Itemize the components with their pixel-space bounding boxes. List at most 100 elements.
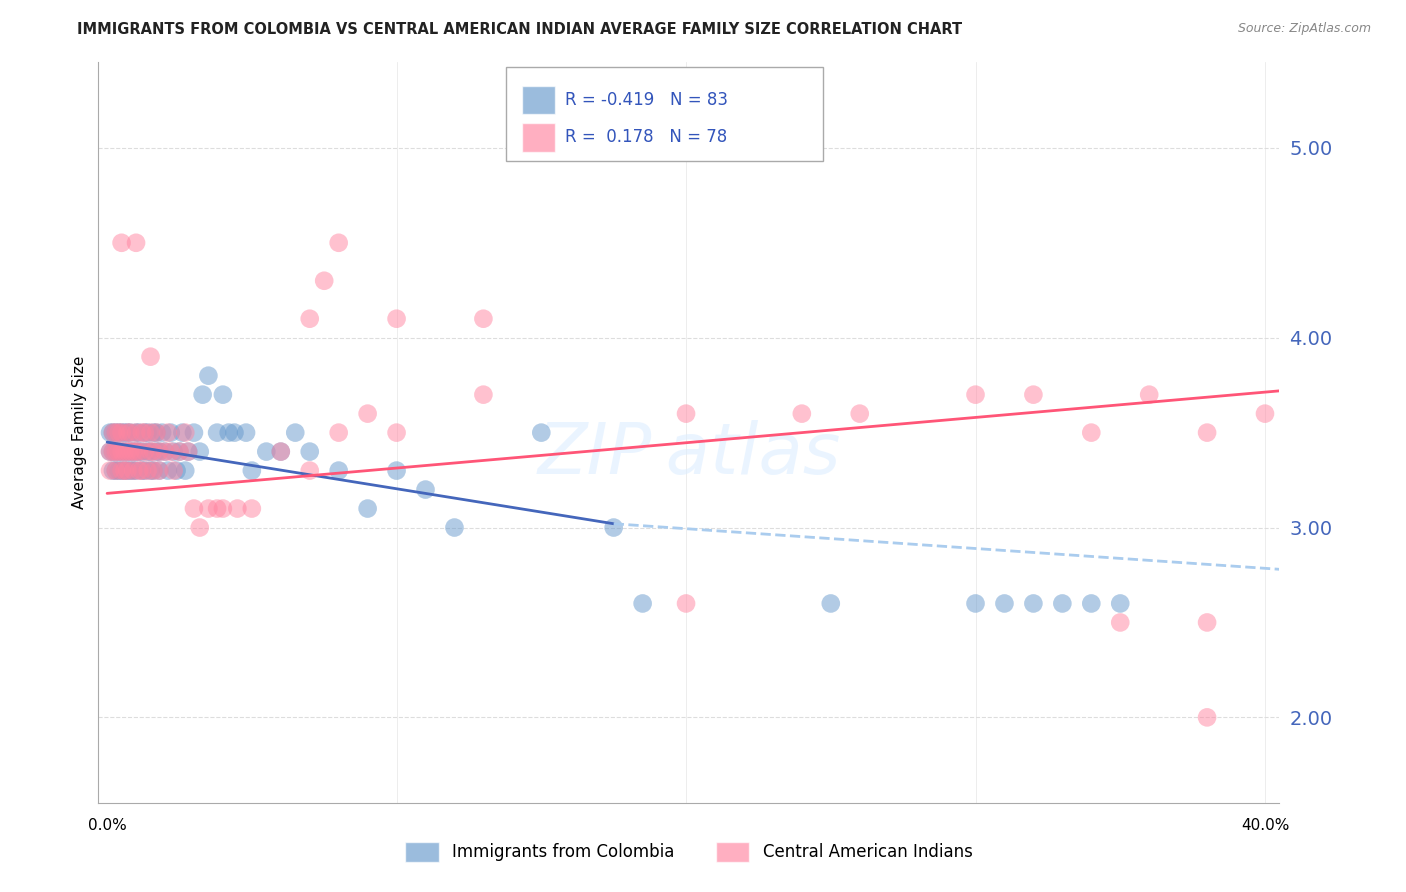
Point (120, 425, 142, 440)
Point (385, 425, 408, 440)
Text: 0.0%: 0.0% (87, 818, 127, 833)
Point (114, 464, 136, 478)
Point (120, 425, 142, 440)
Point (270, 444, 292, 458)
Text: 40.0%: 40.0% (1241, 818, 1289, 833)
Legend: Immigrants from Colombia, Central American Indians: Immigrants from Colombia, Central Americ… (399, 835, 979, 869)
Point (145, 425, 167, 440)
Point (101, 444, 124, 458)
Point (98, 444, 121, 458)
Point (142, 425, 165, 440)
Point (120, 444, 142, 458)
Point (156, 464, 179, 478)
Point (156, 425, 179, 440)
Point (298, 444, 321, 458)
Point (107, 444, 129, 458)
Point (98, 444, 121, 458)
Point (1197, 425, 1219, 440)
Point (122, 464, 145, 478)
Point (1109, 615, 1132, 630)
Point (1080, 425, 1102, 440)
Point (385, 311, 408, 326)
Point (148, 444, 170, 458)
Point (101, 425, 124, 440)
Point (148, 464, 170, 478)
Point (110, 464, 132, 478)
Point (122, 444, 145, 458)
Point (166, 464, 188, 478)
Point (163, 444, 186, 458)
Point (148, 464, 170, 478)
Point (104, 425, 127, 440)
Point (128, 444, 150, 458)
Point (107, 425, 129, 440)
Point (145, 425, 167, 440)
Point (131, 444, 153, 458)
Point (125, 444, 148, 458)
Point (472, 311, 495, 326)
Point (139, 444, 162, 458)
Point (235, 425, 257, 440)
Point (159, 425, 181, 440)
Point (218, 425, 240, 440)
Point (131, 464, 153, 478)
Point (993, 597, 1015, 611)
Text: R =  0.178   N = 78: R = 0.178 N = 78 (565, 128, 727, 146)
Point (117, 425, 139, 440)
Point (139, 464, 162, 478)
Point (145, 444, 167, 458)
Point (110, 444, 132, 458)
Point (1022, 387, 1045, 401)
Point (174, 425, 197, 440)
Point (356, 407, 378, 421)
Point (205, 501, 228, 516)
Point (1109, 597, 1132, 611)
Point (125, 425, 148, 440)
Point (134, 444, 156, 458)
Point (443, 520, 465, 534)
Point (107, 425, 129, 440)
Point (120, 464, 142, 478)
Point (134, 464, 156, 478)
Point (153, 444, 176, 458)
Point (117, 464, 139, 478)
Point (104, 464, 127, 478)
Point (107, 464, 129, 478)
Text: Source: ZipAtlas.com: Source: ZipAtlas.com (1237, 22, 1371, 36)
Point (1022, 597, 1045, 611)
Point (128, 464, 150, 478)
Point (101, 425, 124, 440)
Point (125, 464, 148, 478)
Point (120, 444, 142, 458)
Point (177, 444, 200, 458)
Point (1197, 615, 1219, 630)
Point (602, 520, 624, 534)
Point (98, 425, 121, 440)
Point (183, 425, 205, 440)
Point (136, 425, 159, 440)
Point (224, 425, 246, 440)
Point (415, 483, 437, 497)
Point (131, 425, 153, 440)
Point (169, 444, 191, 458)
Point (1254, 407, 1277, 421)
Point (328, 464, 350, 478)
Point (134, 425, 156, 440)
Point (104, 464, 127, 478)
Point (385, 464, 408, 478)
Point (530, 425, 553, 440)
Point (675, 407, 697, 421)
Point (965, 387, 987, 401)
Text: R = -0.419   N = 83: R = -0.419 N = 83 (565, 91, 728, 109)
Point (174, 464, 197, 478)
Point (128, 444, 150, 458)
Point (1080, 597, 1102, 611)
Point (110, 464, 132, 478)
Point (675, 597, 697, 611)
Point (790, 407, 813, 421)
Point (163, 464, 186, 478)
Point (136, 444, 159, 458)
Point (114, 444, 136, 458)
Point (114, 464, 136, 478)
Point (125, 235, 148, 250)
